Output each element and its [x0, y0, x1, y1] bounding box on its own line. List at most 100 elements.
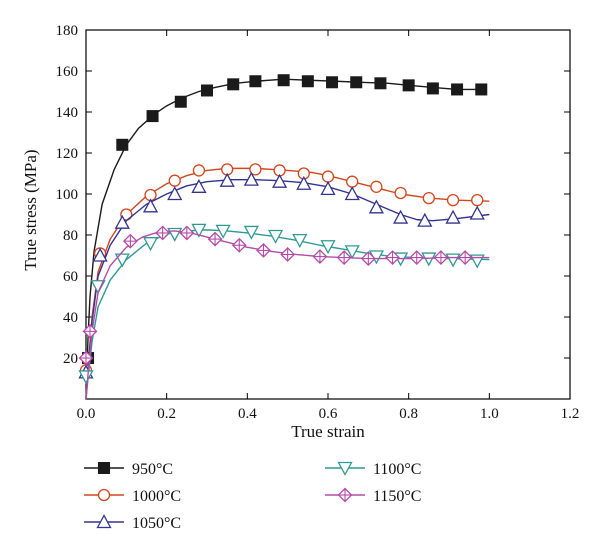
data-point: [346, 175, 359, 188]
data-point: [421, 252, 437, 267]
data-point: [402, 79, 415, 92]
data-point: [326, 76, 339, 89]
data-point: [312, 249, 328, 264]
data-point: [249, 75, 262, 88]
legend-item: 1150°C: [325, 487, 421, 505]
data-point: [457, 250, 473, 265]
x-tick-label: 0.8: [399, 406, 418, 422]
data-point: [469, 205, 485, 220]
legend-label: 1100°C: [373, 461, 421, 478]
data-point: [374, 77, 387, 90]
data-point: [344, 186, 360, 201]
x-tick-label: 0.6: [319, 406, 338, 422]
data-point: [155, 225, 171, 241]
data-point: [174, 95, 187, 108]
data-point: [256, 242, 271, 258]
data-point: [191, 223, 207, 238]
data-point: [227, 78, 240, 91]
data-point: [243, 171, 259, 186]
data-point: [267, 229, 284, 244]
data-point: [296, 175, 312, 190]
legend-marker: [97, 488, 111, 502]
data-point: [445, 253, 461, 268]
series-1: [79, 163, 490, 400]
x-tick-label: 0.4: [238, 406, 257, 422]
legend-item: 1050°C: [84, 514, 181, 532]
legend: 950°C 1000°C 1050°C 1100°C 1150°C: [84, 461, 421, 532]
data-point: [201, 84, 213, 97]
data-point: [422, 191, 435, 205]
data-point: [249, 163, 262, 176]
legend-label: 950°C: [132, 461, 173, 478]
data-point: [475, 83, 488, 96]
data-point: [167, 186, 183, 201]
data-point: [417, 212, 433, 227]
series-4: [78, 225, 490, 400]
data-point: [320, 181, 336, 196]
y-tick-label: 40: [63, 310, 78, 326]
data-point: [409, 250, 425, 265]
y-tick-label: 140: [56, 105, 79, 121]
data-point: [122, 233, 138, 249]
data-point: [292, 233, 308, 248]
data-point: [146, 110, 159, 123]
y-tick-label: 80: [63, 228, 78, 244]
data-point: [350, 76, 363, 89]
data-point: [277, 74, 290, 87]
data-point: [360, 251, 376, 266]
data-point: [446, 193, 460, 207]
data-point: [451, 83, 464, 96]
data-point: [370, 180, 383, 193]
x-axis-label: True strain: [291, 422, 365, 441]
data-point: [179, 225, 195, 241]
legend-label: 1000°C: [132, 488, 181, 505]
data-point: [368, 199, 384, 214]
legend-marker: [98, 462, 110, 474]
y-tick-labels: 20 40 60 80 100 120 140 160 180: [56, 23, 79, 367]
legend-item: 1000°C: [84, 488, 181, 505]
data-point: [231, 237, 247, 253]
data-point: [142, 237, 159, 252]
data-point: [321, 170, 335, 183]
data-point: [92, 247, 108, 262]
data-point: [78, 350, 94, 366]
data-point: [336, 250, 352, 265]
y-tick-label: 120: [56, 146, 79, 162]
data-point: [78, 370, 94, 385]
y-tick-label: 100: [56, 187, 79, 203]
data-point: [301, 75, 314, 88]
y-axis-label: True stress (MPa): [21, 149, 40, 270]
data-point: [426, 82, 439, 95]
series-line: [85, 178, 490, 400]
data-point: [191, 178, 207, 193]
data-point: [82, 323, 98, 339]
data-point: [215, 224, 231, 239]
x-tick-label: 0.2: [157, 406, 176, 422]
legend-item: 950°C: [84, 461, 173, 478]
y-tick-label: 180: [56, 23, 79, 39]
y-tick-label: 60: [63, 269, 78, 285]
legend-label: 1150°C: [373, 488, 421, 505]
x-tick-label: 1.2: [561, 406, 580, 422]
data-point: [114, 214, 130, 229]
data-point: [385, 250, 400, 265]
data-point: [272, 173, 288, 188]
series-2: [78, 171, 490, 400]
data-point: [142, 198, 159, 213]
data-point: [219, 172, 235, 187]
axis-ticks: [85, 29, 571, 399]
legend-marker: [337, 461, 353, 476]
data-point: [433, 250, 449, 265]
data-point: [393, 209, 409, 224]
y-axis-title: True stress (MPa): [21, 149, 40, 270]
data-point: [116, 138, 129, 151]
data-point: [445, 209, 461, 224]
data-point: [280, 247, 296, 262]
data-point: [471, 193, 484, 207]
x-tick-labels: 0.0 0.2 0.4 0.6 0.8 1.0 1.2: [77, 406, 580, 422]
data-point: [207, 231, 223, 247]
data-point: [344, 245, 360, 260]
data-point: [192, 164, 206, 177]
data-point: [394, 186, 407, 200]
